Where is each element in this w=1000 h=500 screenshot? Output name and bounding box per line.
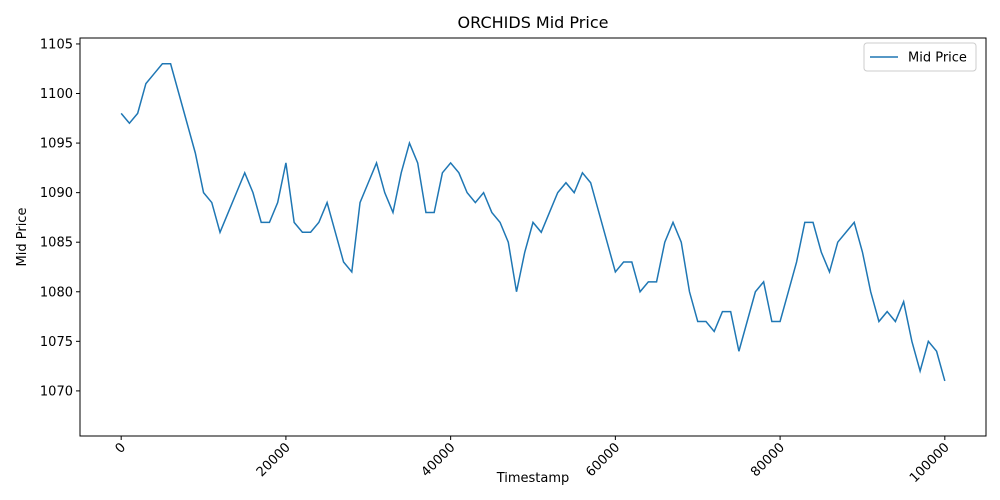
line [120, 63, 946, 382]
y-tick-label: 1075 [40, 335, 73, 350]
x-tick-label: 20000 [254, 440, 294, 480]
x-tick-label: 40000 [419, 440, 459, 480]
x-tick-label: 80000 [748, 440, 788, 480]
x-tick-label: 0 [113, 440, 129, 456]
y-tick-label: 1095 [40, 137, 73, 152]
y-axis-label: Mid Price [15, 208, 30, 267]
y-tick-label: 1085 [40, 236, 73, 251]
x-tick-label: 60000 [583, 440, 623, 480]
y-tick-label: 1070 [40, 384, 73, 399]
legend-label: Mid Price [908, 51, 967, 66]
plot-frame [79, 37, 987, 437]
chart-title: ORCHIDS Mid Price [458, 13, 609, 32]
y-tick-label: 1105 [40, 37, 73, 52]
x-tick-label: 100000 [907, 440, 953, 486]
y-tick-label: 1080 [40, 285, 73, 300]
y-tick-label: 1090 [40, 186, 73, 201]
legend-box [863, 42, 977, 72]
x-axis-label: Timestamp [496, 471, 570, 486]
y-tick-label: 1100 [40, 87, 73, 102]
